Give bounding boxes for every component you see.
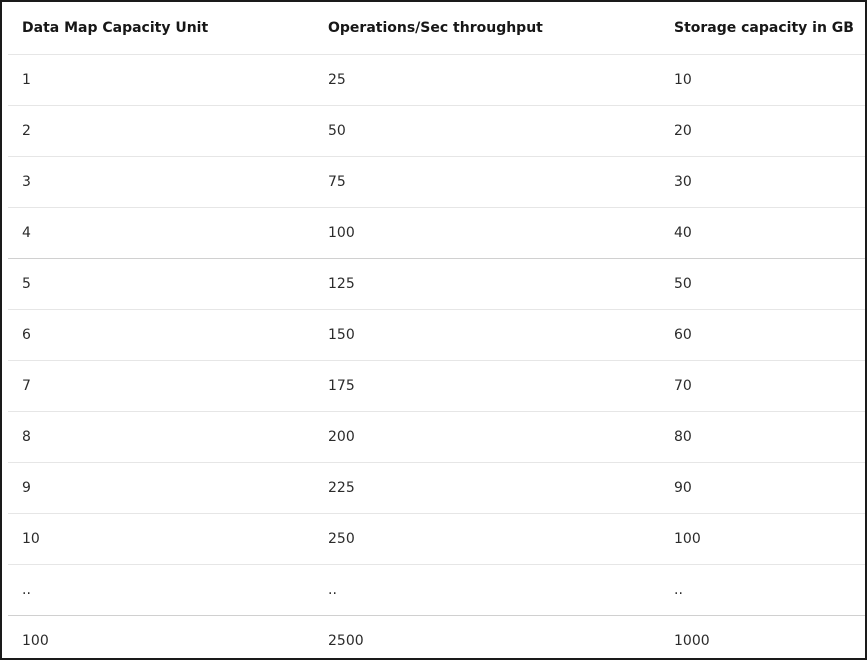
cell-capacity-unit: .. [8,564,314,616]
cell-capacity-unit: 4 [8,207,314,259]
cell-storage: 100 [660,513,865,565]
table-row: 7 175 70 [8,360,865,412]
table-row: 9 225 90 [8,462,865,514]
cell-capacity-unit: 5 [8,258,314,310]
cell-operations: 125 [314,258,660,310]
cell-operations: 150 [314,309,660,361]
cell-operations: 25 [314,54,660,106]
cell-capacity-unit: 3 [8,156,314,208]
cell-storage: 80 [660,411,865,463]
cell-storage: 40 [660,207,865,259]
cell-storage: .. [660,564,865,616]
table-row: 8 200 80 [8,411,865,463]
cell-operations: 75 [314,156,660,208]
cell-capacity-unit: 10 [8,513,314,565]
table-row: .. .. .. [8,564,865,616]
table-row: 100 2500 1000 [8,616,865,659]
cell-capacity-unit: 9 [8,462,314,514]
cell-operations: 200 [314,411,660,463]
cell-capacity-unit: 7 [8,360,314,412]
table-row: 3 75 30 [8,156,865,208]
cell-capacity-unit: 2 [8,105,314,157]
cell-storage: 50 [660,258,865,310]
cell-capacity-unit: 8 [8,411,314,463]
header-capacity-unit: Data Map Capacity Unit [8,2,314,55]
cell-operations: 2500 [328,633,364,649]
cell-capacity-unit: 100 [22,633,49,649]
cell-storage: 60 [660,309,865,361]
cell-operations: 50 [314,105,660,157]
table-row: 10 250 100 [8,513,865,565]
cell-capacity-unit: 1 [8,54,314,106]
cell-operations: 175 [314,360,660,412]
cell-operations: 100 [314,207,660,259]
table-row: 4 100 40 [8,207,865,259]
cell-storage: 1000 [674,633,710,649]
cell-storage: 70 [660,360,865,412]
table-row: 5 125 50 [8,258,865,310]
header-operations-throughput: Operations/Sec throughput [314,2,660,55]
cell-capacity-unit: 6 [8,309,314,361]
cell-operations: 250 [314,513,660,565]
cell-operations: .. [314,564,660,616]
table-header-row: Data Map Capacity Unit Operations/Sec th… [8,2,865,55]
header-storage-capacity: Storage capacity in GB [660,2,865,55]
capacity-table: Data Map Capacity Unit Operations/Sec th… [8,2,865,659]
cell-storage: 10 [660,54,865,106]
cell-storage: 30 [660,156,865,208]
table-row: 2 50 20 [8,105,865,157]
table-row: 6 150 60 [8,309,865,361]
cell-storage: 20 [660,105,865,157]
cell-storage: 90 [660,462,865,514]
table-row: 1 25 10 [8,54,865,106]
cell-operations: 225 [314,462,660,514]
